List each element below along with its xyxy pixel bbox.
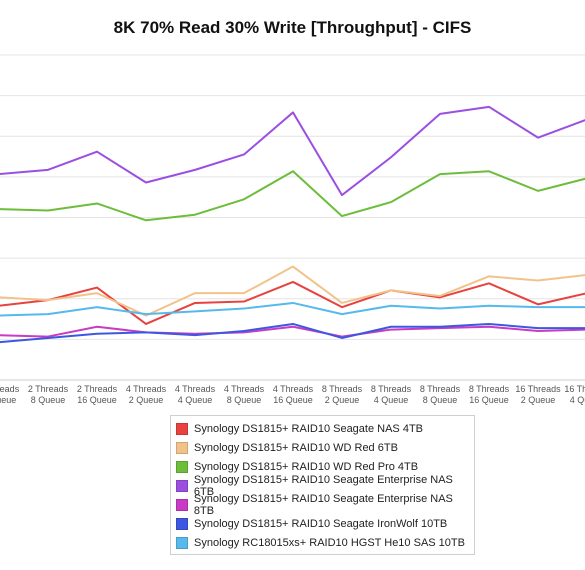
x-tick-label: 16 Threads 2 Queue — [515, 384, 561, 405]
legend-swatch — [176, 422, 188, 435]
chart-title: 8K 70% Read 30% Write [Throughput] - CIF… — [113, 18, 472, 37]
series-line-5 — [0, 325, 585, 338]
x-tick-label: 8 Threads 4 Queue — [371, 384, 412, 405]
x-tick-label: 4 Threads 8 Queue — [224, 384, 265, 405]
legend-label: Synology DS1815+ RAID10 Seagate IronWolf… — [194, 517, 448, 530]
x-tick-label: 2 Threads 8 Queue — [28, 384, 69, 405]
legend-item: Synology DS1815+ RAID10 Seagate IronWolf… — [171, 514, 474, 533]
x-tick-label: 4 Threads 16 Queue — [273, 384, 314, 405]
legend-label: Synology RC18015xs+ RAID10 HGST He10 SAS… — [194, 536, 465, 549]
series-line-3 — [0, 170, 585, 222]
legend-label: Synology DS1815+ RAID10 Seagate Enterpri… — [193, 473, 453, 498]
series-line-4 — [0, 105, 585, 197]
series-lines — [0, 105, 585, 344]
x-tick-label: 4 Threads 2 Queue — [126, 384, 167, 405]
x-tick-label: 8 Threads 16 Queue — [469, 384, 510, 405]
legend-label: Synology DS1815+ RAID10 WD Red 6TB — [194, 441, 398, 454]
legend-swatch — [176, 441, 188, 454]
legend-swatch — [176, 517, 188, 530]
x-tick-label: 2 Threads 16 Queue — [77, 384, 118, 405]
legend: Synology DS1815+ RAID10 Seagate NAS 4TB S… — [170, 415, 475, 555]
legend-label: Synology DS1815+ RAID10 Seagate NAS 4TB — [194, 422, 423, 435]
legend-item: Synology DS1815+ RAID10 Seagate Enterpri… — [171, 492, 474, 517]
series-line-6 — [0, 322, 585, 344]
x-tick-label: 8 Threads 8 Queue — [420, 384, 461, 405]
series-line-2 — [0, 265, 585, 317]
legend-label: Synology DS1815+ RAID10 Seagate Enterpri… — [193, 492, 453, 517]
x-tick-label: 8 Threads 2 Queue — [322, 384, 363, 405]
legend-item: Synology DS1815+ RAID10 WD Red 6TB — [171, 438, 474, 457]
legend-item: Synology DS1815+ RAID10 Seagate Enterpri… — [171, 473, 474, 498]
x-tick-label: 4 Threads 4 Queue — [175, 384, 216, 405]
legend-item: Synology DS1815+ RAID10 WD Red Pro 4TB — [171, 457, 474, 476]
legend-swatch — [176, 536, 188, 549]
legend-label: Synology DS1815+ RAID10 WD Red Pro 4TB — [194, 460, 419, 473]
legend-swatch — [176, 460, 188, 473]
legend-swatch — [176, 498, 188, 511]
legend-item: Synology RC18015xs+ RAID10 HGST He10 SAS… — [171, 533, 474, 552]
series-line-1 — [0, 280, 585, 325]
legend-item: Synology DS1815+ RAID10 Seagate NAS 4TB — [171, 419, 474, 438]
series-line-7 — [0, 301, 585, 317]
legend-swatch — [176, 479, 188, 492]
grid-lines — [0, 54, 585, 381]
